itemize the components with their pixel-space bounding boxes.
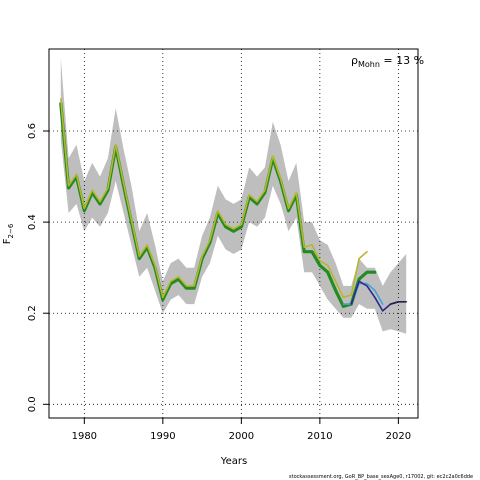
axis-layer: 1980 1990 2000 2010 2020 0.0 0.2 0.4 0.6 [27, 123, 411, 442]
y-tick-label: 0.0 [27, 396, 38, 412]
x-tick-label: 2020 [386, 431, 411, 442]
series-line-5 [389, 300, 408, 305]
series-line-2 [59, 98, 368, 299]
mohn-rho-label: ρMohn = 13 % [351, 54, 424, 69]
y-tick-label: 0.6 [27, 123, 38, 139]
y-axis-title-main: F [2, 238, 13, 244]
x-tick-label: 2010 [307, 431, 332, 442]
y-tick-label: 0.4 [27, 214, 38, 230]
y-axis-title-subscript: 2−6 [7, 223, 15, 238]
mohn-rho-value: = 13 % [380, 54, 424, 67]
y-tick-label: 0.2 [27, 305, 38, 321]
x-tick-label: 1990 [150, 431, 175, 442]
grid-layer [49, 49, 418, 418]
x-axis-title: Years [220, 456, 247, 467]
x-tick-label: 2000 [229, 431, 254, 442]
plot-frame [48, 48, 419, 419]
mohn-rho-symbol: ρ [351, 54, 358, 67]
footer-source-note: stockassessment.org, GoR_BP_base_sexAge0… [289, 474, 474, 480]
x-tick-label: 1980 [72, 431, 97, 442]
y-axis-title: F2−6 [2, 223, 15, 244]
mohn-rho-subscript: Mohn [358, 60, 380, 69]
series-layer [59, 98, 408, 312]
